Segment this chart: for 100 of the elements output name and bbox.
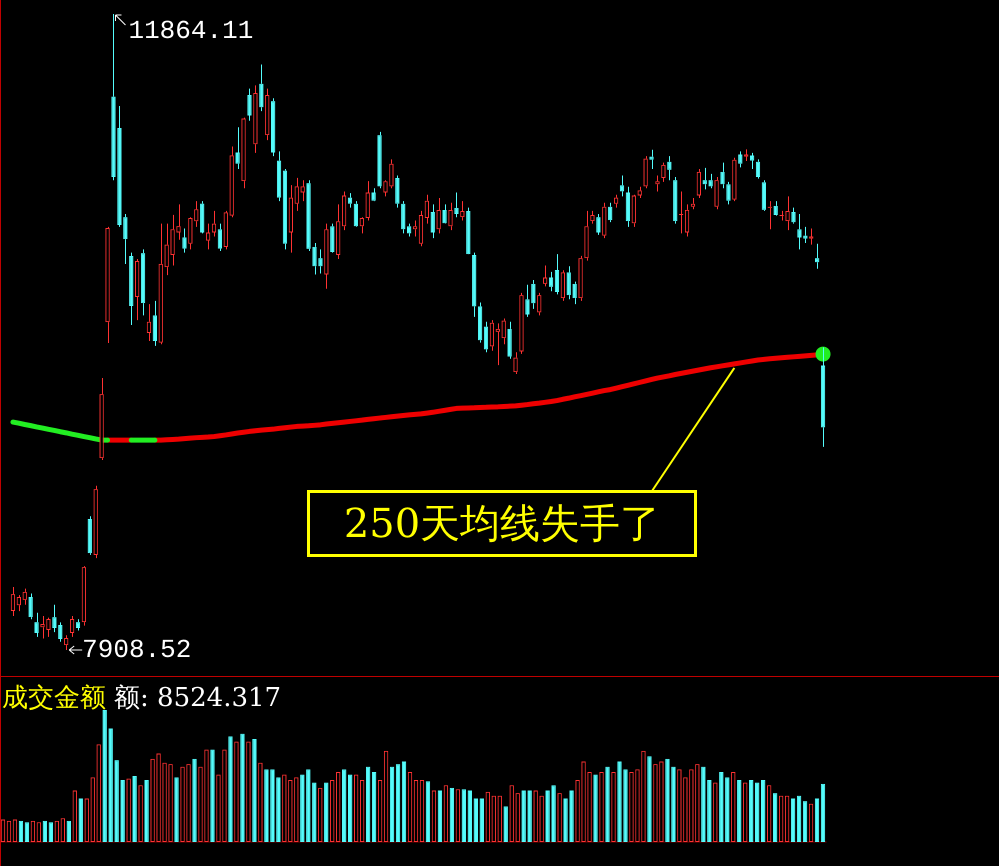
candlestick	[803, 226, 808, 244]
candlestick	[632, 194, 636, 228]
annotation: 250天均线失手了	[307, 490, 697, 557]
candlestick	[271, 98, 276, 157]
bar	[312, 782, 316, 842]
bar	[144, 780, 149, 842]
bar	[665, 758, 670, 842]
annotation: 额: 8524.317	[114, 682, 282, 715]
candlestick	[466, 207, 470, 254]
candlestick	[608, 202, 612, 223]
candlestick	[88, 516, 92, 556]
bar	[772, 793, 778, 842]
chart-title: 成交金额	[2, 682, 106, 715]
candlestick	[16, 594, 21, 612]
bar	[569, 790, 574, 842]
candlestick	[673, 176, 678, 224]
candlestick	[655, 174, 660, 192]
bar	[114, 760, 119, 842]
candlestick	[537, 292, 542, 316]
candlestick	[508, 321, 512, 360]
bar	[755, 782, 760, 842]
bar	[102, 710, 107, 842]
candlestick	[265, 88, 270, 141]
bar	[270, 769, 274, 842]
candlestick	[40, 615, 45, 640]
candlestick	[200, 200, 204, 234]
candlestick	[236, 126, 240, 170]
bar	[552, 785, 556, 842]
candlestick	[496, 322, 500, 366]
bar	[276, 777, 280, 842]
candlestick	[395, 174, 400, 208]
candlestick	[10, 586, 16, 616]
bar	[522, 790, 526, 842]
bar	[749, 780, 754, 842]
candlestick	[52, 604, 56, 633]
bar	[480, 798, 484, 842]
candlestick	[336, 204, 340, 260]
candlestick	[383, 180, 388, 197]
candlestick	[448, 202, 453, 231]
candlestick	[708, 173, 713, 189]
candlestick	[738, 150, 742, 168]
candlestick	[560, 270, 565, 302]
annotation: 7908.52	[82, 634, 192, 665]
candlestick	[342, 191, 346, 231]
candlestick	[714, 176, 719, 210]
bar	[462, 789, 466, 842]
candlestick	[602, 202, 606, 239]
candlestick	[566, 266, 571, 300]
candlestick	[690, 197, 696, 210]
bar	[48, 822, 54, 842]
candlestick	[372, 188, 376, 201]
bar	[300, 774, 304, 842]
candlestick	[129, 252, 134, 326]
candlestick	[135, 258, 140, 321]
bar	[725, 777, 730, 842]
candlestick	[389, 158, 394, 189]
bar	[737, 780, 742, 842]
candlestick	[152, 300, 157, 346]
candlestick	[259, 64, 264, 112]
bar	[348, 774, 352, 842]
candlestick	[158, 223, 163, 345]
bar	[66, 820, 71, 842]
candlestick	[354, 200, 358, 226]
bar	[264, 769, 269, 842]
bar	[132, 776, 137, 842]
candlestick	[212, 210, 216, 238]
candlestick	[164, 223, 169, 276]
candlestick	[679, 191, 684, 234]
candlestick	[318, 248, 323, 274]
annotation: 11864.11	[128, 16, 254, 46]
bar	[528, 790, 532, 842]
candlestick	[100, 378, 104, 461]
candlestick	[815, 243, 820, 270]
candlestick	[502, 318, 506, 345]
candlestick	[22, 588, 27, 606]
bar	[563, 798, 568, 842]
bar	[120, 780, 125, 842]
bar	[761, 780, 766, 842]
bar	[671, 766, 676, 842]
candlestick	[230, 146, 234, 218]
candlestick	[548, 271, 554, 292]
bar	[701, 766, 706, 842]
candlestick	[572, 281, 577, 305]
bar	[468, 790, 472, 842]
bar	[324, 782, 328, 842]
candlestick	[366, 180, 370, 221]
bar	[78, 798, 83, 842]
bar	[306, 769, 310, 842]
candlestick	[194, 200, 198, 228]
candlestick	[224, 210, 228, 250]
bar	[108, 728, 113, 842]
candlestick	[288, 184, 293, 254]
candlestick	[430, 204, 435, 239]
bar	[719, 772, 724, 842]
candlestick	[472, 252, 476, 318]
candlestick	[424, 194, 429, 224]
candlestick	[360, 216, 364, 234]
candlestick	[696, 168, 701, 198]
candlestick	[58, 622, 62, 642]
bar	[366, 766, 370, 842]
